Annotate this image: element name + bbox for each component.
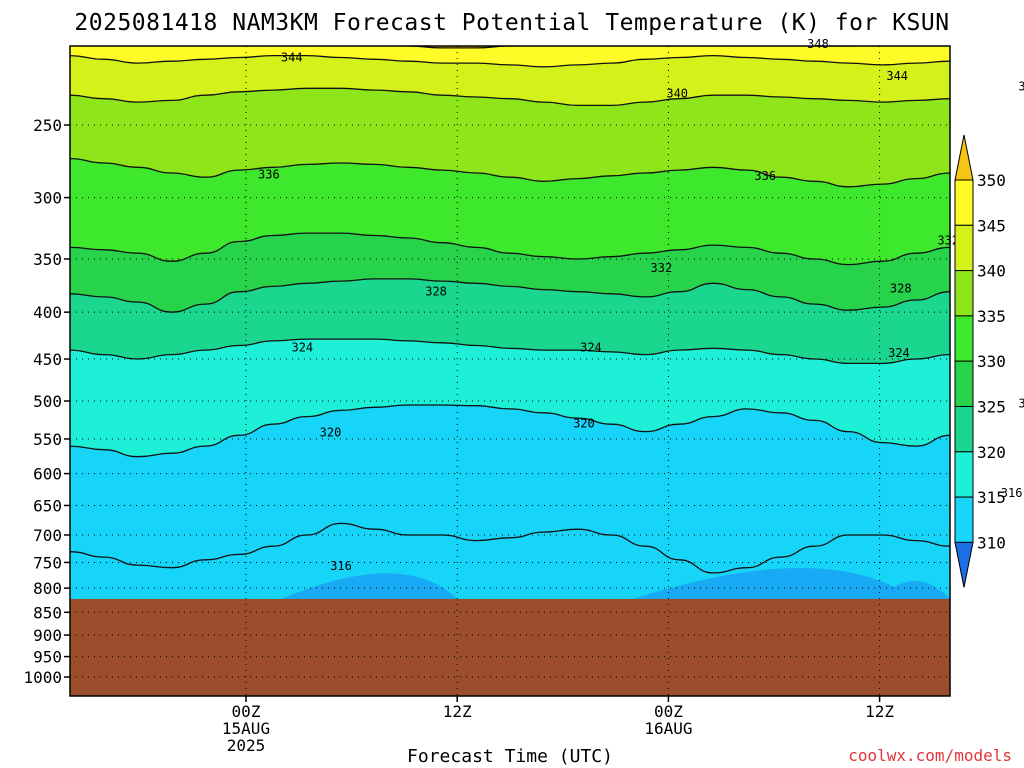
x-tick-label-0-0: 00Z <box>232 702 261 721</box>
isentrope-324 <box>70 338 950 365</box>
x-tick-label-36-0: 12Z <box>865 702 894 721</box>
y-tick-label-400: 400 <box>33 303 62 322</box>
y-tick-label-500: 500 <box>33 392 62 411</box>
cold-pocket-2 <box>879 581 950 599</box>
y-tick-label-350: 350 <box>33 250 62 269</box>
theta-band-344 <box>70 46 950 67</box>
isentrope-340 <box>70 87 950 107</box>
colorbar-label-345: 345 <box>977 216 1006 235</box>
isentrope-332 <box>70 232 950 266</box>
y-tick-label-650: 650 <box>33 496 62 515</box>
x-tick-label-0-2: 2025 <box>227 736 266 755</box>
x-tick-label-12-0: 12Z <box>443 702 472 721</box>
plot-frame <box>69 45 951 697</box>
y-tick-label-750: 750 <box>33 553 62 572</box>
isentrope-320 <box>70 404 950 458</box>
contour-label-3: 344 <box>886 69 908 83</box>
colorbar-label-325: 325 <box>977 398 1006 417</box>
isentrope-lines <box>70 46 950 574</box>
colorbar-label-315: 315 <box>977 488 1006 507</box>
y-tick-label-700: 700 <box>33 526 62 545</box>
colorbar-label-335: 335 <box>977 307 1006 326</box>
colorbar-segment-3 <box>954 315 974 362</box>
y-tick-label-600: 600 <box>33 465 62 484</box>
contour-label-14: 320 <box>320 425 342 439</box>
x-axis: 00Z15AUG202512Z00Z16AUG12Z00Z17AUG <box>222 696 894 755</box>
cold-pocket-1 <box>633 568 915 599</box>
contour-label-15: 320 <box>573 416 595 430</box>
isentrope-344 <box>70 54 950 68</box>
credit-text: coolwx.com/models <box>848 746 1012 765</box>
theta-filled-bands <box>70 46 950 696</box>
colorbar-segment-5 <box>954 406 974 453</box>
y-tick-label-300: 300 <box>33 189 62 208</box>
colorbar-segment-6 <box>954 451 974 498</box>
isentrope-336 <box>70 157 950 188</box>
colorbar-top-arrow <box>954 134 974 181</box>
chart-title: 2025081418 NAM3KM Forecast Potential Tem… <box>74 10 949 36</box>
colorbar: 350 345 340 335 330 325 320 315 310 <box>954 134 1006 588</box>
cold-pocket-0 <box>281 573 458 599</box>
colorbar-segment-4 <box>954 360 974 408</box>
contour-label-6: 336 <box>754 169 776 183</box>
contour-label-9: 328 <box>425 285 447 299</box>
colorbar-label-310: 310 <box>977 533 1006 552</box>
contour-label-18: 316 <box>1001 486 1023 500</box>
y-axis: 250 300 350 400 450 500 550 600 650 700 750 800 850 9… <box>23 116 70 687</box>
x-tick-label-0-1: 15AUG <box>222 719 270 738</box>
colorbar-segment-0 <box>954 179 974 226</box>
contour-label-16: 320 <box>1018 396 1024 410</box>
contour-label-12: 324 <box>580 340 602 354</box>
contour-label-0: 344 <box>281 50 303 64</box>
contour-label-8: 332 <box>651 261 673 275</box>
colorbar-bottom-arrow <box>954 541 974 588</box>
x-tick-label-24-1: 16AUG <box>644 719 692 738</box>
contour-labels: 344 348 340 344 340 336 336 332 332 328 328 324 324 3… <box>258 37 1024 573</box>
contour-label-17: 316 <box>330 559 352 573</box>
contour-label-10: 328 <box>890 282 912 296</box>
y-tick-label-800: 800 <box>33 579 62 598</box>
colorbar-label-320: 320 <box>977 443 1006 462</box>
contour-label-2: 340 <box>666 87 688 101</box>
colorbar-segment-1 <box>954 224 974 272</box>
colorbar-label-330: 330 <box>977 352 1006 371</box>
colorbar-label-350: 350 <box>977 171 1006 190</box>
y-tick-label-1000: 1000 <box>23 668 62 687</box>
contour-label-5: 336 <box>258 167 280 181</box>
colorbar-segment-2 <box>954 270 974 317</box>
contour-label-7: 332 <box>937 233 959 247</box>
y-tick-label-850: 850 <box>33 603 62 622</box>
x-tick-label-24-0: 00Z <box>654 702 683 721</box>
y-tick-label-450: 450 <box>33 350 62 369</box>
colorbar-segment-7 <box>954 496 974 543</box>
y-tick-label-250: 250 <box>33 116 62 135</box>
y-tick-label-900: 900 <box>33 626 62 645</box>
isentrope-316 <box>70 522 950 574</box>
contour-label-13: 324 <box>888 346 910 360</box>
grid-lines <box>70 46 950 696</box>
y-tick-label-950: 950 <box>33 648 62 667</box>
contour-label-11: 324 <box>291 340 313 354</box>
contour-label-1: 348 <box>807 37 829 51</box>
x-axis-label: Forecast Time (UTC) <box>407 746 613 767</box>
colorbar-label-340: 340 <box>977 262 1006 281</box>
theta-band-340 <box>70 46 950 106</box>
y-tick-label-550: 550 <box>33 430 62 449</box>
isentrope-328 <box>70 278 950 313</box>
contour-label-4: 340 <box>1018 80 1024 94</box>
below-ground-area <box>70 598 950 696</box>
